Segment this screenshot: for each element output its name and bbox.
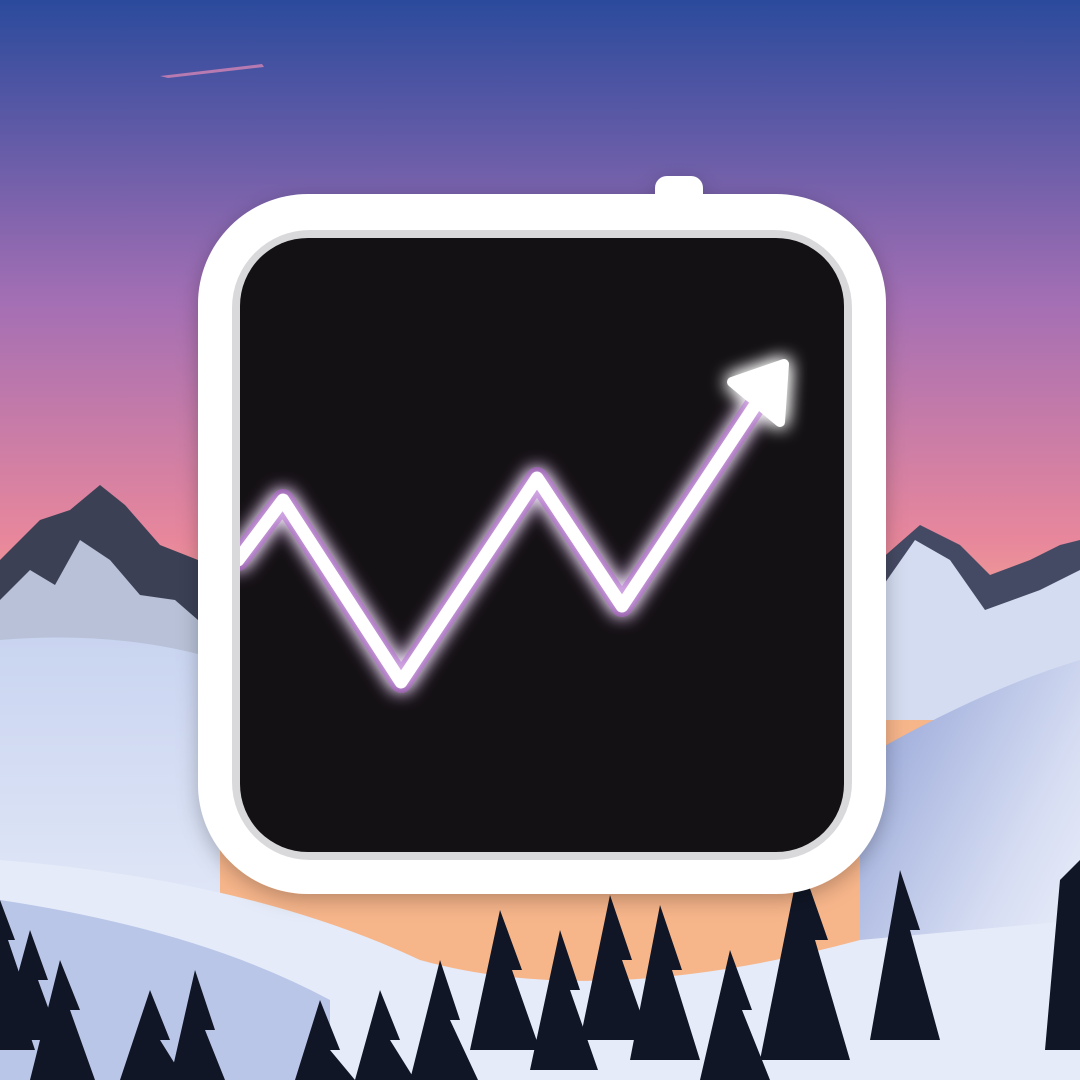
sky-streak [160, 64, 264, 78]
trending-up-arrow-icon [240, 359, 789, 693]
pine-trees [0, 860, 1080, 1080]
foreground-shadow [0, 900, 330, 1080]
icon-screen [240, 238, 844, 852]
left-mountain-snow [0, 540, 198, 660]
right-mountain-snow [880, 540, 1080, 720]
trend-line-core [240, 391, 767, 689]
trend-arrowhead [727, 359, 789, 427]
